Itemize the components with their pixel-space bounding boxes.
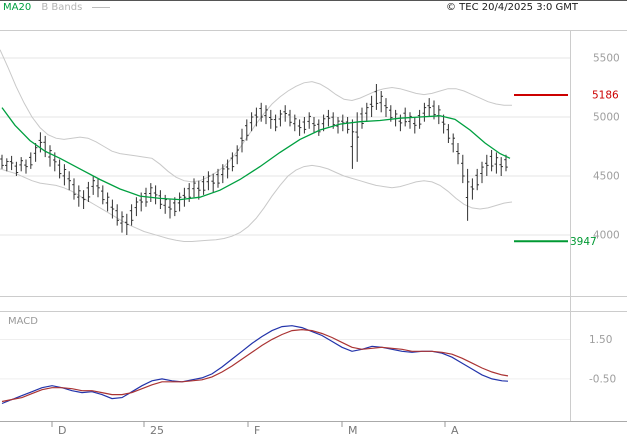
price-tick-label: 4500 [593, 171, 620, 183]
x-axis-label: D [58, 424, 66, 437]
support-resistance-levels: 5186 3947 [514, 90, 619, 248]
x-axis-label: F [254, 424, 260, 437]
bbands-legend-label: B Bands [41, 2, 83, 13]
macd-tick-label: 1.50 [589, 334, 612, 346]
copyright-text: © TEC 20/4/2025 3:0 GMT [446, 2, 578, 13]
resistance-level-label: 5186 [592, 90, 619, 102]
macd-tick-label: -0.50 [589, 373, 616, 385]
bollinger-lower-line [0, 164, 513, 242]
macd-panel-label: MACD [8, 316, 38, 327]
support-level-label: 3947 [570, 236, 597, 248]
x-axis-labels: D 25 F M A [51, 421, 459, 437]
x-axis-label: 25 [150, 424, 164, 437]
bollinger-bands [0, 49, 513, 242]
x-axis-label: A [451, 424, 459, 437]
ma20-legend-label: MA20 [3, 2, 32, 13]
price-gridlines [0, 57, 570, 236]
price-tick-label: 5500 [593, 53, 620, 65]
price-tick-label: 5000 [593, 112, 620, 124]
bbands-legend-line-icon [91, 6, 110, 8]
price-axis-labels: 5500 5000 4500 4000 [593, 53, 620, 242]
ma20-polyline [1, 107, 511, 201]
price-bars [0, 84, 508, 235]
x-axis-label: M [348, 424, 358, 437]
ma20-line [1, 107, 511, 201]
macd-main-line [1, 325, 509, 405]
macd-panel: MACD 1.50 -0.50 [0, 316, 616, 405]
frame-lines [0, 0, 627, 422]
macd-signal-line [1, 328, 509, 403]
price-tick-label: 4000 [593, 230, 620, 242]
chart-legend: MA20 B Bands [3, 2, 110, 13]
